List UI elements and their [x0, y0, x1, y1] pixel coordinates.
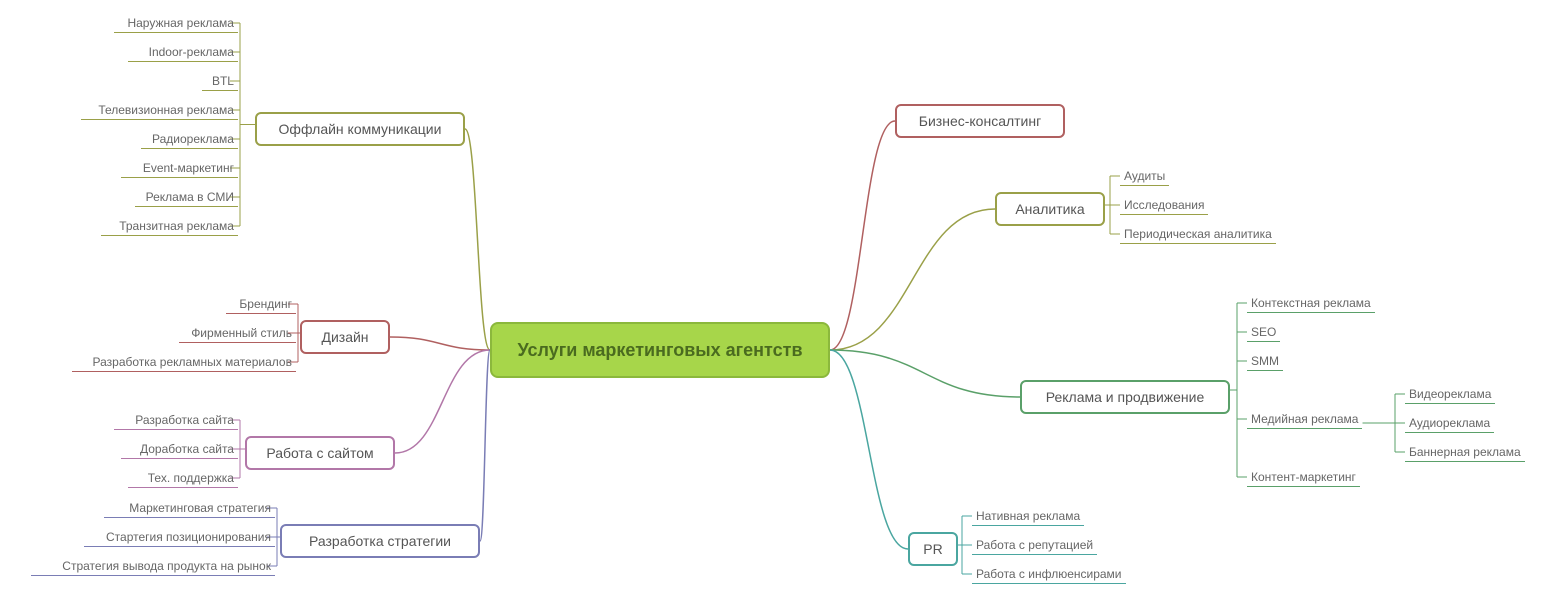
leaf[interactable]: Наружная реклама — [114, 14, 238, 33]
root-node[interactable]: Услуги маркетинговых агентств — [490, 322, 830, 378]
leaf[interactable]: Маркетинговая стратегия — [104, 499, 275, 518]
root-label: Услуги маркетинговых агентств — [517, 340, 802, 361]
leaf[interactable]: Аудиореклама — [1405, 414, 1494, 433]
leaf[interactable]: Indoor-реклама — [128, 43, 238, 62]
branch-consulting[interactable]: Бизнес-консалтинг — [895, 104, 1065, 138]
leaf[interactable]: Исследования — [1120, 196, 1208, 215]
leaf[interactable]: Телевизионная реклама — [81, 101, 238, 120]
branch-offline[interactable]: Оффлайн коммуникации — [255, 112, 465, 146]
leaf[interactable]: Тех. поддержка — [128, 469, 238, 488]
leaf[interactable]: Работа с репутацией — [972, 536, 1097, 555]
mindmap-canvas: Услуги маркетинговых агентств Оффлайн ко… — [0, 0, 1553, 615]
leaf[interactable]: Стартегия позиционирования — [84, 528, 275, 547]
leaf[interactable]: Аудиты — [1120, 167, 1169, 186]
leaf[interactable]: Разработка сайта — [114, 411, 238, 430]
leaf[interactable]: Доработка сайта — [121, 440, 238, 459]
branch-analytics[interactable]: Аналитика — [995, 192, 1105, 226]
leaf[interactable]: BTL — [202, 72, 238, 91]
leaf[interactable]: Контекстная реклама — [1247, 294, 1375, 313]
leaf[interactable]: Разработка рекламных материалов — [72, 353, 296, 372]
leaf[interactable]: Нативная реклама — [972, 507, 1084, 526]
leaf[interactable]: Медийная реклама — [1247, 410, 1362, 429]
branch-promo[interactable]: Реклама и продвижение — [1020, 380, 1230, 414]
leaf[interactable]: Реклама в СМИ — [135, 188, 238, 207]
leaf[interactable]: Стратегия вывода продукта на рынок — [31, 557, 275, 576]
branch-site[interactable]: Работа с сайтом — [245, 436, 395, 470]
branch-strategy[interactable]: Разработка стратегии — [280, 524, 480, 558]
leaf[interactable]: Периодическая аналитика — [1120, 225, 1276, 244]
leaf[interactable]: Видеореклама — [1405, 385, 1495, 404]
leaf[interactable]: SEO — [1247, 323, 1280, 342]
leaf[interactable]: Event-маркетинг — [121, 159, 238, 178]
branch-design[interactable]: Дизайн — [300, 320, 390, 354]
leaf[interactable]: Работа с инфлюенсирами — [972, 565, 1126, 584]
leaf[interactable]: Радиореклама — [141, 130, 238, 149]
leaf[interactable]: Контент-маркетинг — [1247, 468, 1360, 487]
leaf[interactable]: Транзитная реклама — [101, 217, 238, 236]
leaf[interactable]: Брендинг — [226, 295, 296, 314]
leaf[interactable]: Баннерная реклама — [1405, 443, 1525, 462]
branch-pr[interactable]: PR — [908, 532, 958, 566]
leaf[interactable]: Фирменный стиль — [179, 324, 296, 343]
leaf[interactable]: SMM — [1247, 352, 1283, 371]
